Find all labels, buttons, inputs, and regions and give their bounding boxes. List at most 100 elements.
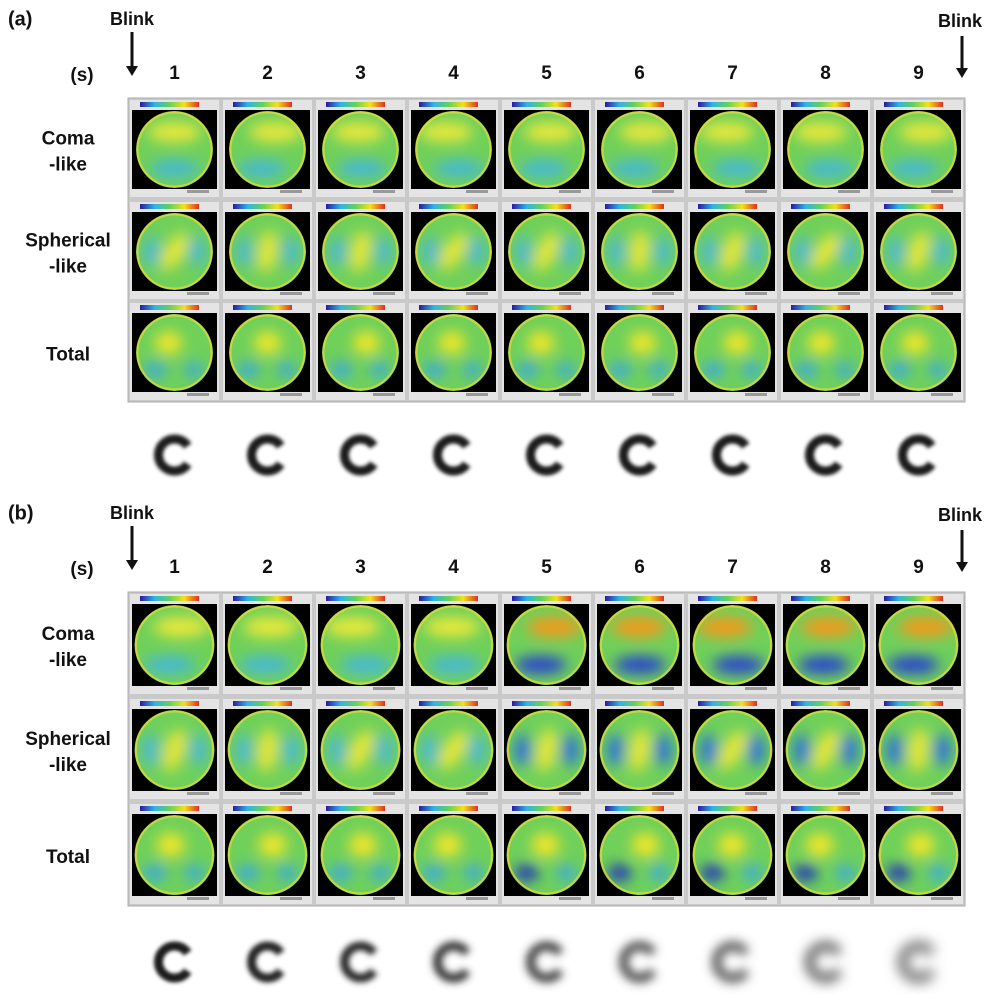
arrow-head: [956, 562, 968, 572]
arrow-head: [956, 68, 968, 78]
wavefront-map: [223, 100, 312, 197]
wavefront-map: [688, 804, 777, 904]
wavefront-map: [688, 202, 777, 299]
wavefront-map: [688, 699, 777, 799]
time-label: 2: [262, 63, 273, 84]
wavefront-map: [409, 202, 498, 299]
wavefront-map: [781, 594, 870, 694]
time-label: 4: [448, 63, 459, 84]
wavefront-map: [223, 202, 312, 299]
time-label: 7: [727, 557, 738, 578]
landolt-c: [716, 439, 745, 471]
wavefront-map: [130, 594, 219, 694]
time-label: 6: [634, 63, 645, 84]
wavefront-map: [688, 594, 777, 694]
wavefront-map: [223, 303, 312, 400]
figure: (a)BlinkBlink(s)123456789Coma-likeSpheri…: [0, 0, 1000, 994]
row-label: -like: [49, 755, 87, 776]
wavefront-map: [781, 804, 870, 904]
time-label: 9: [913, 63, 924, 84]
wavefront-map: [130, 202, 219, 299]
row-label: -like: [49, 155, 87, 176]
wavefront-map: [316, 303, 405, 400]
row-label: Spherical: [25, 729, 111, 750]
wavefront-map: [595, 804, 684, 904]
wavefront-map: [316, 804, 405, 904]
wavefront-map: [409, 594, 498, 694]
wavefront-map: [223, 699, 312, 799]
wavefront-map: [502, 804, 591, 904]
landolt-c: [716, 946, 745, 978]
wavefront-map: [688, 303, 777, 400]
wavefront-map: [130, 804, 219, 904]
time-label: 5: [541, 557, 552, 578]
time-label: 2: [262, 557, 273, 578]
landolt-c: [345, 946, 374, 978]
wavefront-map: [502, 594, 591, 694]
time-label: 4: [448, 557, 459, 578]
landolt-c: [344, 439, 373, 471]
time-label: 5: [541, 63, 552, 84]
landolt-c: [531, 946, 560, 978]
wavefront-map: [409, 699, 498, 799]
wavefront-map: [781, 303, 870, 400]
wavefront-map: [595, 303, 684, 400]
wavefront-map: [316, 594, 405, 694]
wavefront-map: [502, 202, 591, 299]
wavefront-map: [781, 202, 870, 299]
landolt-c: [252, 946, 281, 978]
wavefront-map: [874, 303, 963, 400]
landolt-c: [438, 946, 467, 978]
wavefront-map: [502, 303, 591, 400]
wavefront-map: [130, 100, 219, 197]
wavefront-map: [409, 303, 498, 400]
time-label: 9: [913, 557, 924, 578]
wavefront-map: [502, 699, 591, 799]
landolt-c: [810, 946, 839, 978]
time-label: 7: [727, 63, 738, 84]
wavefront-map: [223, 804, 312, 904]
wavefront-map: [874, 100, 963, 197]
wavefront-map: [781, 699, 870, 799]
wavefront-map: [874, 804, 963, 904]
arrow-head: [126, 560, 138, 570]
row-label: -like: [49, 257, 87, 278]
panel-label: (a): [8, 8, 32, 30]
wavefront-map: [874, 699, 963, 799]
wavefront-map: [595, 100, 684, 197]
wavefront-map: [595, 202, 684, 299]
wavefront-map: [316, 699, 405, 799]
wavefront-map: [595, 699, 684, 799]
landolt-c: [159, 946, 188, 978]
time-label: 6: [634, 557, 645, 578]
arrow-head: [126, 66, 138, 76]
landolt-c: [159, 439, 188, 471]
row-label: Coma: [42, 624, 95, 645]
time-label: 1: [169, 63, 180, 84]
row-label: Total: [46, 847, 90, 868]
wavefront-map: [502, 100, 591, 197]
wavefront-map: [874, 202, 963, 299]
wavefront-map: [130, 303, 219, 400]
blink-label: Blink: [110, 9, 155, 29]
landolt-c: [530, 439, 559, 471]
wavefront-map: [781, 100, 870, 197]
row-label: -like: [49, 650, 87, 671]
landolt-c: [903, 946, 932, 978]
panel-label: (b): [8, 502, 34, 524]
landolt-c: [623, 439, 652, 471]
wavefront-map: [409, 804, 498, 904]
row-label: Spherical: [25, 231, 111, 252]
landolt-c: [251, 439, 280, 471]
time-label: 1: [169, 557, 180, 578]
wavefront-map: [688, 100, 777, 197]
wavefront-map: [223, 594, 312, 694]
landolt-c: [624, 946, 653, 978]
time-label: 3: [355, 63, 366, 84]
blink-label: Blink: [938, 505, 983, 525]
wavefront-map: [316, 100, 405, 197]
wavefront-map: [874, 594, 963, 694]
blink-label: Blink: [110, 503, 155, 523]
